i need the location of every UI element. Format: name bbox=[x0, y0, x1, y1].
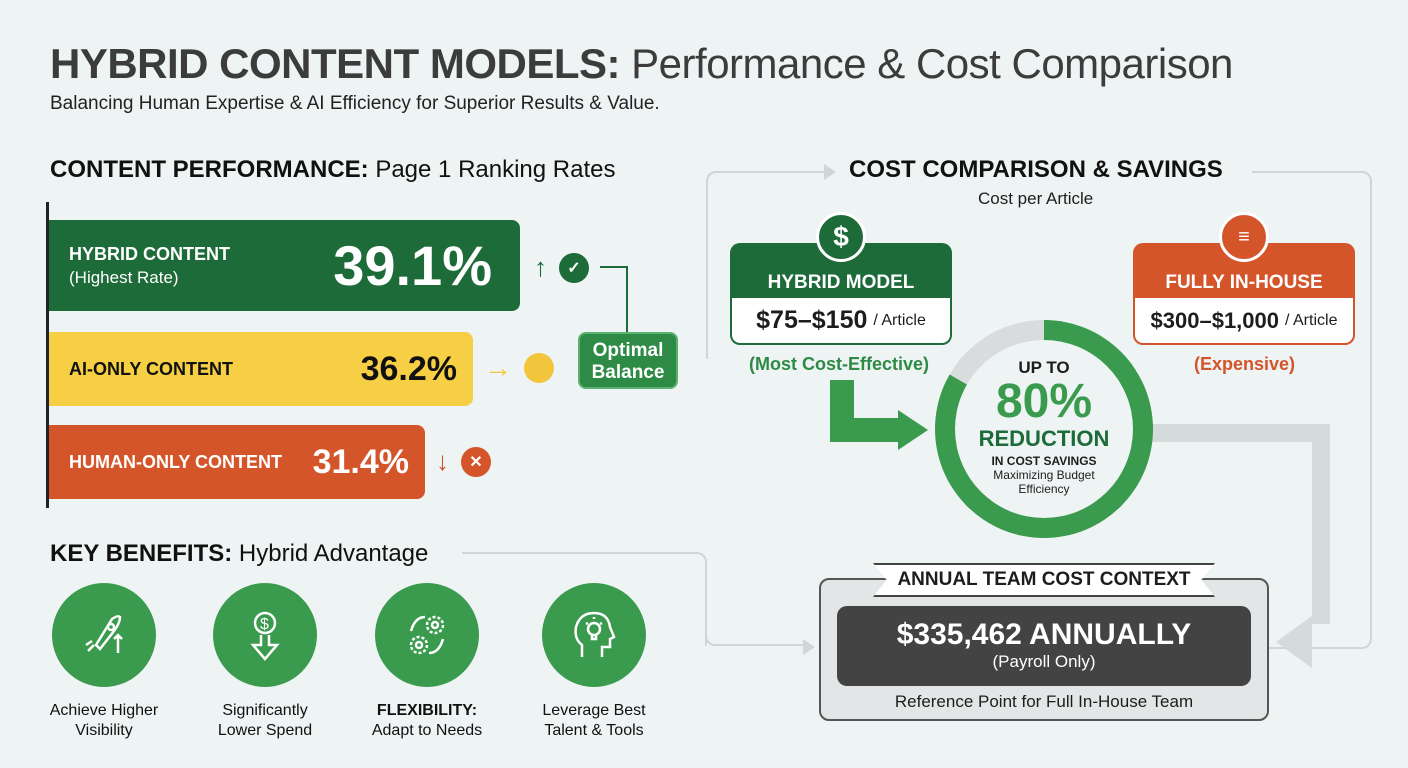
benefit-text: Leverage Best Talent & Tools bbox=[534, 701, 654, 741]
dollar-icon: $ bbox=[816, 212, 866, 262]
balance-text: Balance bbox=[591, 362, 665, 383]
benefit-flexibility: FLEXIBILITY: Adapt to Needs bbox=[367, 583, 487, 741]
bar-label: AI-ONLY CONTENT bbox=[69, 359, 234, 379]
card-title: FULLY IN-HOUSE bbox=[1165, 272, 1323, 293]
bar-sublabel: (Highest Rate) bbox=[69, 267, 179, 287]
savings-reduction: REDUCTION bbox=[978, 426, 1110, 451]
line2: Talent & Tools bbox=[544, 722, 644, 739]
annual-ribbon: ANNUAL TEAM COST CONTEXT bbox=[873, 563, 1215, 597]
head-lightbulb-icon bbox=[542, 583, 646, 687]
right-arrow-icon: → bbox=[484, 352, 512, 383]
benefit-visibility: Achieve Higher Visibility bbox=[44, 583, 164, 741]
benefit-talent: Leverage Best Talent & Tools bbox=[534, 583, 654, 741]
heading-light: Page 1 Ranking Rates bbox=[375, 156, 616, 183]
connector-arrow-icon bbox=[824, 164, 836, 180]
connector-arrow-icon bbox=[803, 639, 815, 655]
line1: Leverage Best bbox=[542, 702, 646, 719]
bar-ai-only: AI-ONLY CONTENT 36.2% bbox=[49, 332, 473, 406]
arrow-head-icon bbox=[898, 410, 928, 450]
benefit-text: Achieve Higher Visibility bbox=[44, 701, 164, 741]
arrow-bar bbox=[830, 418, 900, 442]
gray-arrow-bar bbox=[1150, 424, 1330, 442]
card-title: HYBRID MODEL bbox=[767, 272, 915, 293]
title-light: Performance & Cost Comparison bbox=[631, 40, 1233, 87]
card-price: $75–$150 bbox=[756, 306, 868, 334]
page-subtitle: Balancing Human Expertise & AI Efficienc… bbox=[50, 93, 660, 114]
optimal-connector bbox=[600, 266, 628, 332]
savings-note-1: Maximizing Budget bbox=[993, 468, 1095, 482]
neutral-dot-icon bbox=[524, 353, 554, 383]
dollar-down-icon: $ bbox=[213, 583, 317, 687]
hybrid-note: (Most Cost-Effective) bbox=[749, 354, 930, 374]
card-price-row: $300–$1,000 / Article bbox=[1135, 298, 1353, 343]
annual-caption: Reference Point for Full In-House Team bbox=[894, 692, 1194, 711]
cross-icon: ✕ bbox=[461, 446, 491, 477]
gray-arrow-head-icon bbox=[1276, 616, 1312, 668]
optimal-text: Optimal bbox=[592, 340, 664, 361]
bar-human-only: HUMAN-ONLY CONTENT 31.4% bbox=[49, 425, 425, 499]
ai-indicator: → bbox=[484, 352, 554, 384]
bar-value: 39.1% bbox=[333, 234, 492, 297]
benefits-connector bbox=[462, 552, 707, 646]
up-arrow-icon: ↑ bbox=[534, 252, 547, 282]
heading-bold: CONTENT PERFORMANCE: bbox=[50, 156, 369, 183]
heading-bold: KEY BENEFITS: bbox=[50, 540, 233, 567]
performance-heading: CONTENT PERFORMANCE: Page 1 Ranking Rate… bbox=[50, 156, 615, 184]
line2: Lower Spend bbox=[217, 722, 313, 739]
savings-note-2: Efficiency bbox=[1018, 482, 1070, 496]
line2: Visibility bbox=[75, 722, 133, 739]
inhouse-note: (Expensive) bbox=[1194, 354, 1296, 374]
coins-icon: ≡ bbox=[1219, 212, 1269, 262]
savings-caption: IN COST SAVINGS bbox=[991, 454, 1097, 468]
rocket-icon bbox=[52, 583, 156, 687]
annual-amount: $335,462 ANNUALLY bbox=[896, 618, 1192, 651]
bar-hybrid: HYBRID CONTENT (Highest Rate) 39.1% bbox=[49, 220, 520, 311]
check-icon: ✓ bbox=[559, 252, 589, 283]
card-price-row: $75–$150 / Article bbox=[732, 298, 950, 343]
line1: Significantly bbox=[222, 702, 308, 719]
down-arrow-icon: ↓ bbox=[436, 446, 449, 476]
line1: FLEXIBILITY: bbox=[376, 702, 478, 719]
bar-value: 36.2% bbox=[360, 349, 457, 388]
chart-axis bbox=[46, 202, 49, 508]
benefit-text: FLEXIBILITY: Adapt to Needs bbox=[367, 701, 487, 741]
cost-connector-right bbox=[1252, 171, 1372, 649]
cost-subheading: Cost per Article bbox=[978, 189, 1094, 208]
bar-label: HYBRID CONTENT (Highest Rate) bbox=[69, 242, 230, 290]
benefits-heading: KEY BENEFITS: Hybrid Advantage bbox=[50, 540, 428, 568]
line1: Achieve Higher bbox=[49, 702, 159, 719]
gray-arrow-stem bbox=[1312, 424, 1330, 624]
bar-label: HUMAN-ONLY CONTENT bbox=[69, 452, 283, 472]
benefit-spend: $ Significantly Lower Spend bbox=[205, 583, 325, 741]
savings-percent: 80% bbox=[995, 375, 1093, 428]
annual-note: (Payroll Only) bbox=[992, 652, 1096, 671]
cost-connector-left bbox=[706, 171, 826, 359]
heading-light: Hybrid Advantage bbox=[238, 540, 429, 567]
bar-value: 31.4% bbox=[312, 442, 409, 481]
page-title: HYBRID CONTENT MODELS: Performance & Cos… bbox=[50, 40, 1233, 88]
hybrid-indicator: ↑ ✓ bbox=[534, 252, 589, 283]
gears-icon bbox=[375, 583, 479, 687]
line2: Adapt to Needs bbox=[371, 722, 483, 739]
optimal-balance-badge: Optimal Balance bbox=[578, 332, 678, 389]
title-bold: HYBRID CONTENT MODELS: bbox=[50, 40, 621, 87]
card-unit: / Article bbox=[873, 311, 926, 329]
annual-amount-box: $335,462 ANNUALLY (Payroll Only) bbox=[837, 606, 1251, 686]
svg-text:$: $ bbox=[260, 616, 269, 633]
cost-heading: COST COMPARISON & SAVINGS bbox=[849, 156, 1223, 183]
savings-upto: UP TO bbox=[1018, 358, 1070, 377]
benefits-connector-2 bbox=[705, 600, 805, 646]
card-price: $300–$1,000 bbox=[1150, 307, 1279, 333]
bar-label-text: HYBRID CONTENT bbox=[69, 243, 230, 264]
benefit-text: Significantly Lower Spend bbox=[205, 701, 325, 741]
card-unit: / Article bbox=[1285, 311, 1338, 329]
savings-ring-content: UP TO 80% REDUCTION IN COST SAVINGS Maxi… bbox=[955, 340, 1133, 518]
human-indicator: ↓ ✕ bbox=[436, 446, 491, 477]
in-house-card: FULLY IN-HOUSE $300–$1,000 / Article bbox=[1133, 243, 1355, 345]
